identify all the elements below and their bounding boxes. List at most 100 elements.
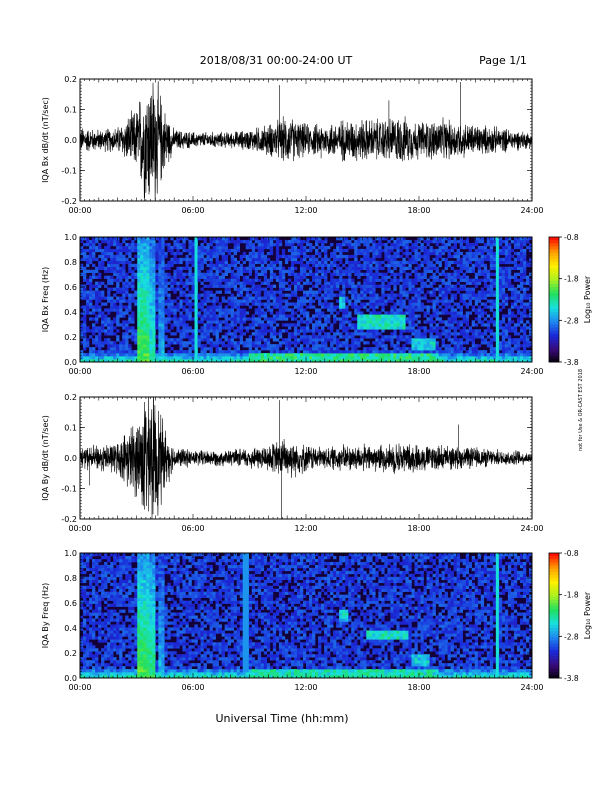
spectrogram-cell <box>242 326 247 330</box>
spectrogram-cell <box>327 338 331 342</box>
spectrogram-cell <box>92 356 96 360</box>
spectrogram-cell <box>218 266 222 271</box>
spectrogram-cell <box>110 239 114 244</box>
spectrogram-cell <box>296 287 301 291</box>
spectrogram-cell <box>468 287 473 291</box>
spectrogram-cell <box>104 338 108 342</box>
spectrogram-cell <box>513 353 518 357</box>
spectrogram-cell <box>140 338 144 342</box>
spectrogram-cell <box>519 260 524 265</box>
spectrogram-cell <box>474 350 479 354</box>
spectrogram-cell <box>435 239 439 244</box>
spectrogram-cell <box>209 341 213 345</box>
spectrogram-cell <box>227 347 231 351</box>
spectrogram-cell <box>107 359 111 362</box>
spectrogram-cell <box>465 305 470 309</box>
spectrogram-cell <box>128 281 132 285</box>
spectrogram-cell <box>384 323 388 327</box>
spectrogram-cell <box>312 356 316 360</box>
spectrogram-cell <box>296 278 301 282</box>
spectrogram-cell <box>411 326 415 330</box>
spectrogram-cell <box>143 272 147 276</box>
spectrogram-cell <box>387 284 391 288</box>
spectrogram-cell <box>459 293 463 297</box>
spectrogram-cell <box>200 287 204 291</box>
spectrogram-cell <box>390 335 394 339</box>
spectrogram-cell <box>89 350 93 354</box>
spectrogram-cell <box>348 260 352 265</box>
spectrogram-cell <box>324 263 328 268</box>
spectrogram-cell <box>119 260 123 265</box>
spectrogram-cell <box>408 278 412 282</box>
spectrogram-cell <box>414 302 418 306</box>
spectrogram-cell <box>203 350 207 354</box>
spectrogram-cell <box>116 284 120 288</box>
spectrogram-cell <box>179 275 183 279</box>
spectrogram-cell <box>176 245 180 250</box>
spectrogram-cell <box>176 242 180 247</box>
spectrogram-cell <box>146 317 150 321</box>
spectrogram-cell <box>471 353 476 357</box>
spectrogram-cell <box>281 254 286 259</box>
spectrogram-cell <box>284 305 289 309</box>
spectrogram-cell <box>245 293 250 297</box>
spectrogram-cell <box>215 329 219 333</box>
spectrogram-cell <box>360 326 364 330</box>
spectrogram-cell <box>230 272 234 276</box>
spectrogram-cell <box>375 296 379 300</box>
spectrogram-cell <box>309 260 313 265</box>
spectrogram-cell <box>306 341 310 345</box>
spectrogram-cell <box>408 347 412 351</box>
spectrogram-cell <box>363 251 367 256</box>
spectrogram-cell <box>435 359 439 362</box>
spectrogram-cell <box>269 290 274 294</box>
spectrogram-cell <box>191 353 195 357</box>
spectrogram-cell <box>161 266 165 271</box>
spectrogram-cell <box>387 317 391 321</box>
spectrogram-cell <box>242 317 247 321</box>
spectrogram-cell <box>402 317 406 321</box>
spectrogram-cell <box>366 308 370 312</box>
spectrogram-cell <box>275 305 280 309</box>
spectrogram-cell <box>327 353 331 357</box>
spectrogram-cell <box>351 323 355 327</box>
spectrogram-cell <box>492 284 497 288</box>
spectrogram-cell <box>378 311 382 315</box>
spectrogram-cell <box>414 293 418 297</box>
spectrogram-cell <box>278 281 283 285</box>
spectrogram-cell <box>83 305 87 309</box>
spectrogram-cell <box>441 320 445 324</box>
spectrogram-cell <box>393 329 397 333</box>
spectrogram-cell <box>83 257 87 262</box>
spectrogram-cell <box>345 299 349 303</box>
spectrogram-cell <box>89 290 93 294</box>
spectrogram-cell <box>480 341 485 345</box>
spectrogram-cell <box>342 320 346 324</box>
spectrogram-cell <box>182 281 186 285</box>
spectrogram-cell <box>453 293 457 297</box>
spectrogram-cell <box>104 308 108 312</box>
spectrogram-cell <box>128 320 132 324</box>
spectrogram-cell <box>441 299 445 303</box>
spectrogram-cell <box>224 237 228 241</box>
spectrogram-cell <box>363 284 367 288</box>
spectrogram-cell <box>113 287 117 291</box>
spectrogram-cell <box>483 350 488 354</box>
spectrogram-cell <box>516 257 521 262</box>
spectrogram-cell <box>375 353 379 357</box>
spectrogram-cell <box>504 272 509 276</box>
spectrogram-cell <box>143 296 147 300</box>
spectrogram-cell <box>465 323 470 327</box>
spectrogram-cell <box>263 329 268 333</box>
spectrogram-cell <box>125 275 129 279</box>
spectrogram-cell <box>167 311 171 315</box>
spectrogram-cell <box>185 248 189 253</box>
spectrogram-cell <box>501 305 506 309</box>
spectrogram-cell <box>360 329 364 333</box>
spectrogram-cell <box>218 284 222 288</box>
spectrogram-cell <box>414 332 418 336</box>
spectrogram-cell <box>474 299 479 303</box>
spectrogram-cell <box>408 338 412 342</box>
spectrogram-cell <box>203 326 207 330</box>
spectrogram-cell <box>459 323 463 327</box>
